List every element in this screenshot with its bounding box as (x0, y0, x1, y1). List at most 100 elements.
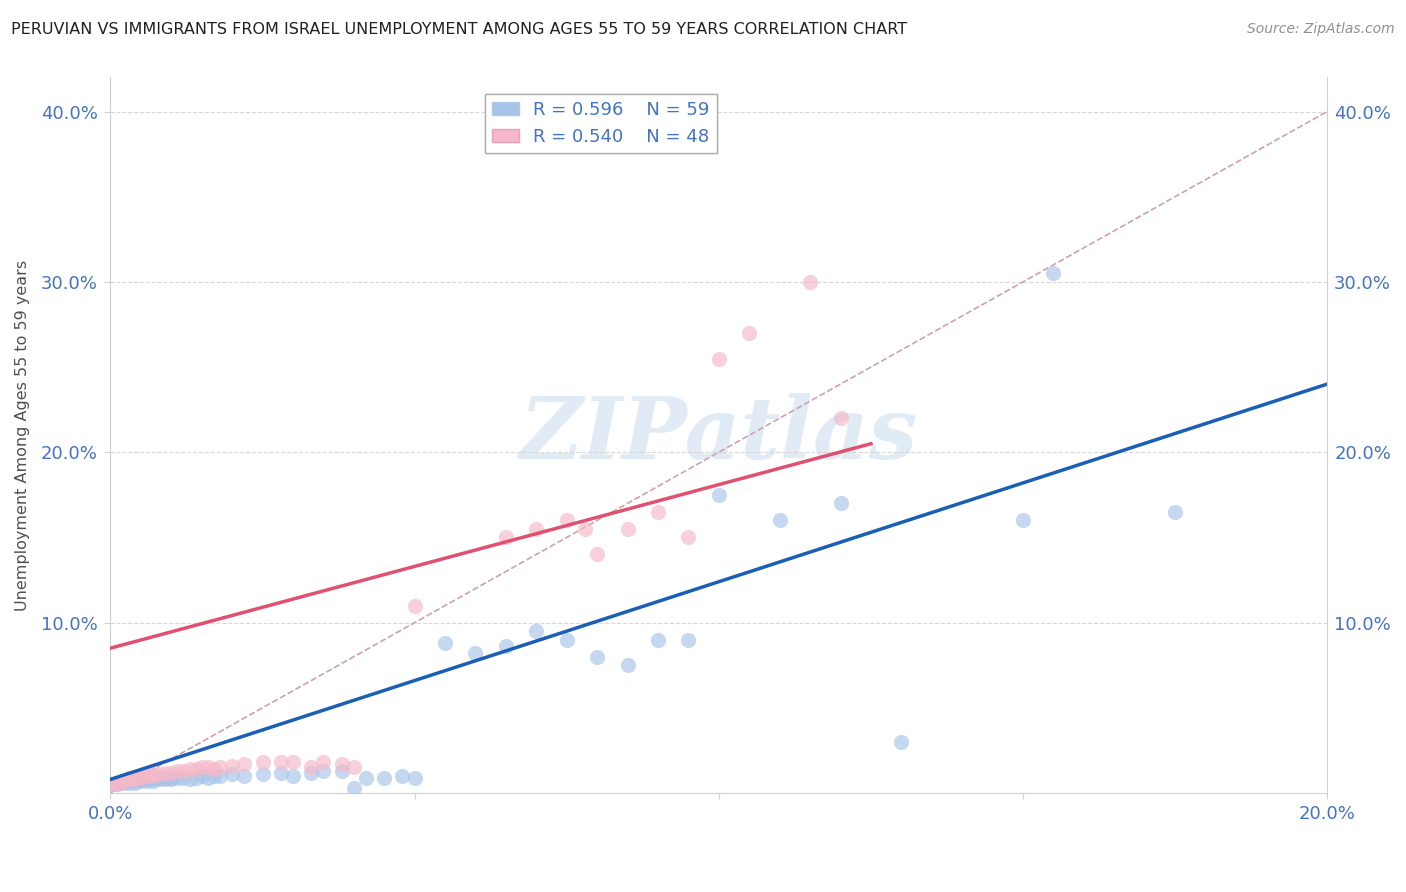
Point (890, 735, 912, 749)
Point (197, 771, 219, 785)
Point (312, 764, 335, 778)
Point (404, 599, 426, 613)
Point (166, 764, 188, 778)
Point (312, 756, 335, 770)
Point (524, 624, 547, 639)
Point (142, 767, 165, 781)
Point (586, 548, 609, 562)
Point (208, 769, 231, 783)
Point (179, 762, 201, 776)
Point (160, 772, 183, 787)
Point (111, 774, 134, 789)
Point (678, 530, 700, 544)
Point (105, 777, 128, 791)
Point (299, 760, 322, 774)
Point (830, 496, 852, 510)
Point (142, 774, 165, 789)
Point (142, 772, 165, 787)
Point (179, 772, 201, 787)
Point (148, 771, 170, 785)
Point (202, 762, 225, 776)
Point (1042, 266, 1064, 280)
Point (555, 513, 578, 527)
Point (155, 772, 177, 787)
Point (343, 780, 366, 795)
Point (118, 776, 141, 790)
Point (129, 769, 152, 783)
Point (555, 632, 578, 647)
Text: Source: ZipAtlas.com: Source: ZipAtlas.com (1247, 22, 1395, 37)
Point (142, 769, 165, 783)
Point (100, 777, 122, 791)
Point (124, 776, 146, 790)
Point (136, 774, 159, 789)
Point (129, 772, 152, 787)
Point (233, 757, 256, 772)
Point (647, 632, 669, 647)
Point (190, 760, 212, 774)
Point (391, 769, 413, 783)
Point (148, 772, 170, 787)
Point (586, 649, 609, 664)
Point (830, 411, 852, 425)
Point (707, 351, 730, 366)
Text: ZIPatlas: ZIPatlas (520, 393, 918, 477)
Point (616, 658, 638, 673)
Point (136, 767, 159, 781)
Point (707, 488, 730, 502)
Point (155, 765, 177, 780)
Point (155, 771, 177, 785)
Point (111, 774, 134, 789)
Text: PERUVIAN VS IMMIGRANTS FROM ISRAEL UNEMPLOYMENT AMONG AGES 55 TO 59 YEARS CORREL: PERUVIAN VS IMMIGRANTS FROM ISRAEL UNEMP… (11, 22, 907, 37)
Point (221, 758, 243, 772)
Point (373, 771, 395, 785)
Point (252, 767, 274, 781)
Point (184, 762, 207, 776)
Point (148, 767, 170, 781)
Point (105, 776, 128, 790)
Point (769, 513, 792, 527)
Point (118, 772, 141, 787)
Point (647, 505, 669, 519)
Point (118, 774, 141, 789)
Point (270, 765, 292, 780)
Point (208, 760, 231, 774)
Point (124, 772, 146, 787)
Point (136, 772, 159, 787)
Point (105, 776, 128, 790)
Point (129, 774, 152, 789)
Point (1012, 513, 1035, 527)
Point (221, 767, 243, 781)
Point (1164, 505, 1187, 519)
Point (281, 756, 304, 770)
Point (354, 771, 377, 785)
Point (166, 771, 188, 785)
Point (270, 756, 292, 770)
Point (343, 760, 366, 774)
Point (111, 774, 134, 789)
Point (160, 765, 183, 780)
Point (233, 769, 256, 783)
Point (111, 776, 134, 790)
Point (678, 632, 700, 647)
Point (495, 530, 517, 544)
Point (118, 771, 141, 785)
Point (330, 764, 353, 778)
Point (118, 772, 141, 787)
Point (190, 769, 212, 783)
Point (124, 774, 146, 789)
Point (252, 756, 274, 770)
Y-axis label: Unemployment Among Ages 55 to 59 years: Unemployment Among Ages 55 to 59 years (15, 260, 30, 611)
Legend: R = 0.596    N = 59, R = 0.540    N = 48: R = 0.596 N = 59, R = 0.540 N = 48 (485, 94, 717, 153)
Point (197, 760, 219, 774)
Point (136, 769, 159, 783)
Point (434, 636, 457, 650)
Point (330, 757, 353, 772)
Point (464, 646, 486, 660)
Point (173, 771, 195, 785)
Point (173, 764, 195, 778)
Point (202, 769, 225, 783)
Point (616, 522, 638, 536)
Point (281, 769, 304, 783)
Point (129, 771, 152, 785)
